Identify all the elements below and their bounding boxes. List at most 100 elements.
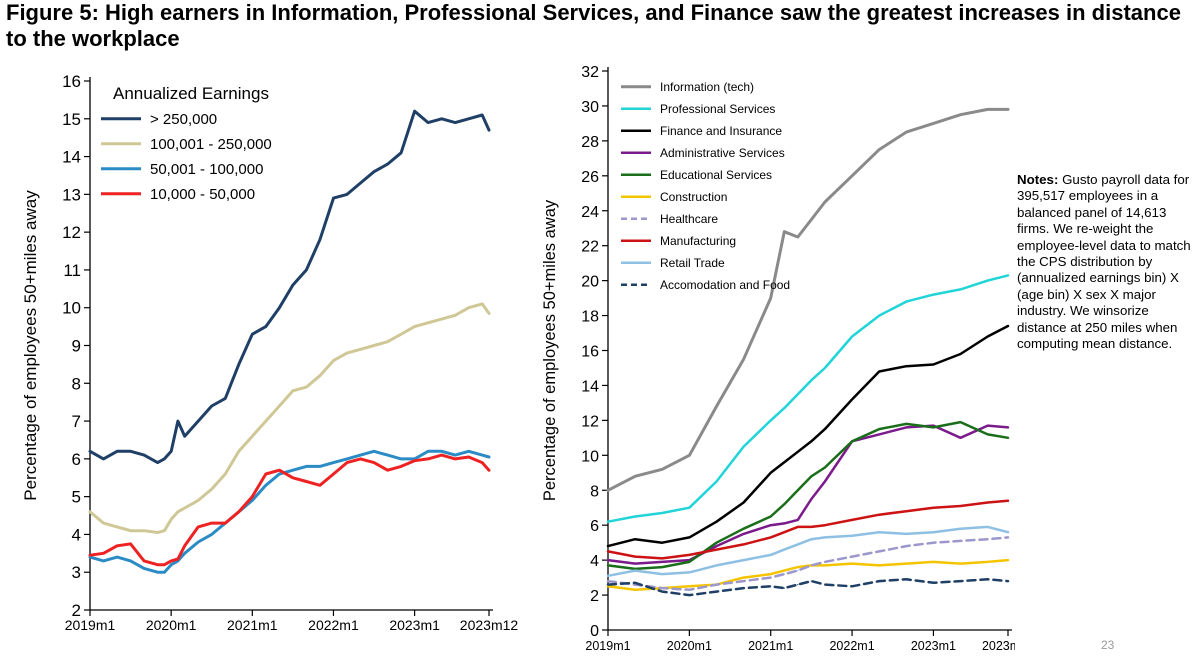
series-line-healthcare: [606, 536, 1010, 592]
data-point: [878, 514, 880, 516]
data-point: [688, 589, 690, 591]
data-point: [607, 580, 609, 582]
data-point: [607, 545, 609, 547]
data-point: [810, 538, 812, 540]
data-point: [1007, 426, 1009, 428]
data-point: [481, 462, 483, 464]
data-point: [905, 423, 907, 425]
data-point: [143, 530, 145, 532]
data-point: [932, 582, 934, 584]
data-point: [797, 584, 799, 586]
data-point: [959, 353, 962, 355]
data-point: [251, 435, 253, 437]
data-point: [224, 522, 226, 524]
data-point: [211, 405, 213, 407]
y-axis-label: Percentage of employees 50+miles away: [21, 190, 40, 501]
data-point: [373, 450, 375, 452]
data-point: [783, 407, 785, 409]
data-point: [797, 570, 799, 572]
data-point: [824, 564, 826, 566]
data-point: [688, 561, 690, 563]
data-point: [332, 360, 335, 362]
data-point: [332, 473, 335, 475]
data-point: [959, 563, 962, 565]
data-point: [661, 591, 663, 593]
y-tick-label: 8: [72, 374, 81, 393]
data-point: [238, 450, 240, 452]
data-point: [607, 489, 609, 491]
figure-title: Figure 5: High earners in Information, P…: [6, 0, 1181, 51]
legend: Annualized Earnings > 250,000 100,001 - 25…: [101, 84, 272, 203]
data-point: [427, 458, 429, 460]
data-point: [102, 552, 105, 554]
data-point: [987, 561, 989, 563]
data-point: [987, 538, 989, 540]
data-point: [878, 531, 880, 533]
data-point: [265, 473, 267, 475]
data-point: [932, 426, 934, 428]
data-point: [661, 542, 663, 544]
data-point: [987, 526, 989, 528]
data-point: [715, 584, 718, 586]
y-tick-label: 5: [72, 488, 81, 507]
data-point: [414, 326, 416, 328]
data-point: [197, 526, 199, 528]
data-point: [661, 573, 663, 575]
y-axis-label: Percentage of employees 50+miles away: [541, 199, 559, 501]
x-tick-label: 2021m1: [227, 617, 278, 633]
series-information-tech: [606, 107, 1010, 492]
data-point: [251, 333, 253, 335]
y-tick-label: 32: [581, 64, 599, 81]
y-tick-label: 2: [590, 588, 599, 605]
data-point: [987, 425, 989, 427]
data-point: [959, 421, 962, 423]
data-point: [715, 545, 718, 547]
data-point: [607, 559, 609, 561]
data-point: [265, 484, 267, 486]
data-point: [170, 518, 172, 520]
data-point: [715, 591, 718, 593]
data-point: [959, 505, 962, 507]
data-point: [143, 560, 145, 562]
legend-title: Annualized Earnings: [113, 84, 269, 103]
data-point: [1007, 580, 1009, 582]
data-point: [661, 512, 663, 514]
data-point: [197, 499, 199, 501]
data-point: [387, 454, 389, 456]
data-point: [905, 426, 907, 428]
data-point: [743, 501, 745, 504]
data-point: [170, 564, 172, 566]
data-point: [414, 460, 416, 462]
data-point: [878, 428, 880, 430]
data-point: [634, 570, 636, 572]
data-point: [878, 370, 880, 373]
data-point: [238, 363, 240, 365]
data-point: [688, 507, 690, 509]
data-point: [265, 326, 267, 328]
data-point: [810, 580, 812, 582]
data-point: [987, 280, 989, 282]
data-point: [905, 578, 907, 580]
data-point: [400, 458, 402, 460]
data-point: [634, 475, 636, 477]
data-point: [987, 578, 989, 580]
data-point: [265, 420, 267, 422]
y-tick-label: 16: [62, 72, 81, 91]
data-point: [770, 573, 772, 575]
data-point: [783, 231, 785, 233]
data-point: [634, 584, 636, 586]
data-point: [116, 556, 118, 558]
data-point: [959, 528, 962, 530]
data-point: [400, 152, 402, 154]
data-point: [905, 301, 907, 303]
data-point: [163, 564, 165, 566]
data-point: [319, 375, 321, 377]
data-point: [102, 522, 105, 524]
data-point: [468, 307, 470, 309]
data-point: [810, 440, 812, 442]
data-point: [1007, 531, 1009, 533]
data-point: [783, 570, 785, 572]
data-point: [224, 473, 226, 475]
data-point: [305, 269, 307, 271]
data-point: [157, 571, 159, 573]
